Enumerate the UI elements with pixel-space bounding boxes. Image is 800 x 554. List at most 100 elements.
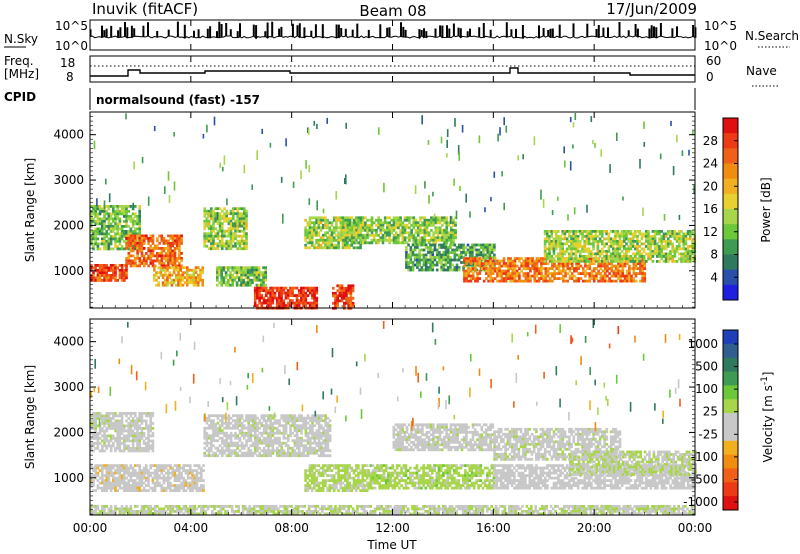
power-cell [368, 218, 372, 222]
power-cell [496, 259, 499, 263]
power-cell [405, 261, 408, 264]
power-cell [413, 253, 417, 257]
velocity-cell [138, 442, 141, 445]
velocity-cell [227, 434, 231, 438]
power-cell [129, 242, 133, 245]
velocity-cell [167, 481, 170, 485]
power-cell [229, 232, 233, 236]
power-cell [164, 264, 168, 268]
velocity-cell [193, 479, 196, 482]
power-cell [496, 267, 499, 270]
power-cell [585, 230, 589, 233]
velocity-cell [184, 471, 188, 475]
power-cell [647, 230, 650, 233]
power-cell [107, 274, 111, 277]
power-cell [109, 212, 113, 216]
power-cell [669, 232, 672, 236]
power-cell [553, 277, 556, 280]
power-cell [647, 252, 650, 256]
power-cell [306, 231, 310, 235]
velocity-cell [134, 469, 137, 472]
power-cell [498, 274, 501, 278]
power-cell [123, 210, 126, 213]
power-cell [116, 227, 119, 231]
power-speckle [300, 170, 302, 180]
power-cell [486, 243, 490, 247]
velocity-cell [98, 476, 102, 480]
power-cell [240, 219, 244, 223]
power-cell [306, 236, 310, 240]
power-cell [156, 247, 159, 250]
power-cell [188, 278, 191, 282]
velocity-cell [120, 481, 124, 485]
power-cell [524, 257, 528, 260]
power-cell [207, 219, 211, 223]
velocity-cell [107, 442, 111, 445]
power-cell [609, 260, 613, 263]
power-cell [317, 221, 321, 225]
power-cell [452, 238, 455, 242]
power-cell [498, 269, 501, 273]
power-cell [482, 251, 485, 254]
velocity-cell [240, 426, 244, 430]
power-cell [136, 247, 139, 250]
velocity-cell [136, 429, 139, 433]
power-speckle [505, 125, 508, 133]
power-cell [345, 301, 348, 305]
power-cell [151, 252, 155, 255]
power-cell [403, 226, 407, 230]
power-cell [90, 222, 93, 226]
power-cell [98, 271, 102, 275]
power-cell [216, 234, 220, 238]
power-cell [513, 259, 517, 263]
power-cell [596, 257, 600, 261]
power-cell [125, 237, 128, 240]
velocity-cell [236, 426, 239, 430]
power-cell [355, 218, 358, 222]
power-cell [401, 233, 405, 237]
power-cell [229, 271, 232, 275]
power-cell [123, 205, 126, 208]
power-cell [164, 257, 168, 260]
power-cell [136, 232, 139, 236]
power-cell [565, 250, 569, 253]
power-cell [260, 304, 264, 307]
velocity-cell [214, 439, 217, 443]
power-cell [156, 244, 159, 248]
power-cell [232, 214, 235, 218]
power-cell [105, 225, 108, 228]
power-cell [308, 289, 312, 292]
power-cell [616, 255, 619, 258]
velocity-cell [197, 479, 201, 482]
power-cell [467, 279, 471, 283]
power-cell [342, 233, 345, 237]
power-cell [147, 264, 150, 268]
power-cell [675, 237, 679, 241]
power-speckle [557, 196, 559, 201]
power-cell [245, 209, 248, 213]
velocity-cell [169, 481, 172, 485]
power-cell [682, 252, 685, 256]
velocity-cell [116, 427, 119, 430]
power-cell [354, 246, 358, 250]
power-cell [199, 276, 202, 280]
power-cell [359, 241, 362, 245]
power-cell [214, 214, 217, 218]
power-cell [278, 296, 281, 300]
y-tick-label: 4000 [53, 128, 84, 142]
velocity-cell [109, 412, 113, 415]
power-cell [634, 252, 637, 256]
power-cell [125, 269, 128, 272]
power-cell [203, 234, 206, 238]
power-cell [92, 271, 95, 275]
power-cell [587, 235, 591, 238]
velocity-cell [138, 424, 141, 428]
power-cell [625, 272, 629, 275]
power-cell [238, 244, 242, 248]
power-cell [289, 299, 292, 302]
power-cell [598, 232, 602, 236]
power-cell [544, 262, 548, 265]
power-cell [603, 260, 606, 263]
power-cell [381, 228, 385, 232]
velocity-cell [232, 441, 235, 445]
